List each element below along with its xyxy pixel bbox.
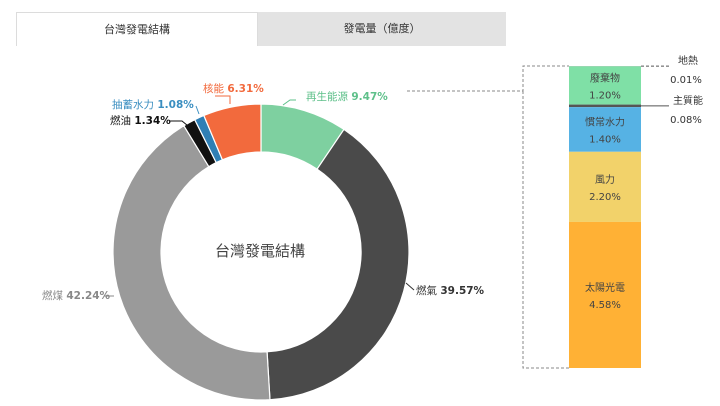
tab-power-generation[interactable]: 發電量（億度）	[343, 22, 421, 35]
bar-segment-2[interactable]	[569, 66, 641, 105]
bar-segment-value: 2.20%	[589, 192, 621, 203]
slice-label-value: 1.08%	[157, 99, 194, 111]
slice-label-value: 9.47%	[351, 91, 388, 103]
bar-segment-name: 廢棄物	[590, 71, 620, 84]
bar-segment-value: 1.40%	[589, 134, 621, 145]
donut-slice-2[interactable]	[266, 128, 410, 401]
donut-chart	[112, 103, 410, 401]
small-segment-value: 0.08%	[670, 115, 702, 126]
donut-slice-6[interactable]	[203, 103, 262, 161]
leader-line-2	[405, 282, 415, 291]
leader-line-4	[170, 120, 194, 131]
bar-segment-value: 1.20%	[589, 90, 621, 101]
bar-segment-value: 4.58%	[589, 300, 621, 311]
slice-label-5: 抽蓄水力 1.08%	[112, 98, 194, 111]
renewable-breakdown-bar: 地熱 0.01% 廢棄物 1.20% 主質能 0.08% 慣常水力 1.40% 風力 2.20% 太…	[569, 54, 703, 368]
small-segment-value: 0.01%	[670, 75, 702, 86]
bar-segment-6[interactable]	[569, 221, 641, 368]
bar-segment-5[interactable]	[569, 151, 641, 222]
donut-center-title: 台灣發電結構	[215, 242, 305, 260]
slice-label-name: 燃氣	[416, 284, 440, 297]
small-segment-name: 主質能	[673, 94, 703, 107]
slice-label-name: 核能	[203, 82, 227, 95]
slice-label-name: 再生能源	[306, 90, 351, 103]
slice-label-name: 燃油	[110, 114, 134, 127]
tab-power-structure[interactable]: 台灣發電結構	[16, 12, 258, 46]
donut-slice-3[interactable]	[112, 124, 271, 401]
bar-segment-name: 太陽光電	[585, 281, 625, 294]
slice-label-value: 39.57%	[440, 285, 484, 297]
leader-line-6	[215, 95, 231, 104]
slice-label-name: 抽蓄水力	[112, 98, 157, 111]
bar-segment-name: 風力	[595, 173, 615, 186]
breakdown-connector	[407, 65, 569, 369]
leader-line-1	[282, 99, 296, 106]
slice-label-6: 核能 6.31%	[203, 82, 264, 95]
slice-label-value: 42.24%	[66, 290, 110, 302]
slice-label-2: 燃氣 39.57%	[416, 284, 485, 297]
slice-label-value: 6.31%	[227, 83, 264, 95]
slice-label-1: 再生能源 9.47%	[306, 90, 388, 103]
leader-line-5	[195, 105, 200, 115]
bar-segment-3[interactable]	[569, 104, 641, 108]
bar-segment-4[interactable]	[569, 107, 641, 152]
slice-label-3: 燃煤 42.24%	[42, 289, 111, 302]
small-segment-name: 地熱	[678, 54, 698, 67]
chart-tab-bar: 台灣發電結構 發電量（億度）	[16, 12, 506, 46]
bar-segment-name: 慣常水力	[585, 115, 625, 128]
connector-bracket	[522, 91, 569, 369]
donut-labels: 再生能源 9.47% 燃氣 39.57% 燃煤 42.24% 燃油 1.34% 抽蓄水力…	[42, 82, 485, 302]
slice-label-4: 燃油 1.34%	[110, 114, 171, 127]
slice-label-value: 1.34%	[134, 115, 171, 127]
bar-segment-1[interactable]	[569, 66, 641, 67]
connector-top	[407, 65, 569, 92]
slice-label-name: 燃煤	[42, 289, 66, 302]
